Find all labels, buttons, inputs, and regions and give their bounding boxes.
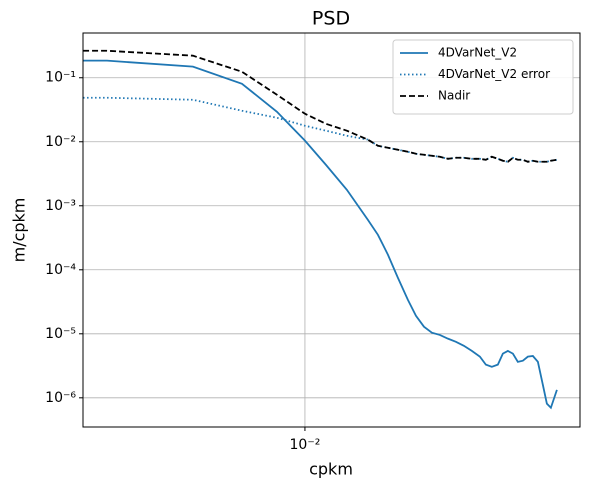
- plot-frame: [82, 32, 581, 428]
- y-axis-label: m/cpkm: [10, 198, 29, 263]
- y-tick-label: 10⁻³: [45, 198, 76, 214]
- y-tick-label: 10⁻⁵: [45, 326, 76, 342]
- legend-label: 4DVarNet_V2: [438, 46, 517, 60]
- x-axis-label: cpkm: [309, 460, 353, 479]
- y-tick-label: 10⁻⁶: [45, 390, 76, 406]
- x-tick-label: 10⁻²: [290, 437, 321, 453]
- y-tick-label: 10⁻²: [45, 134, 76, 150]
- y-tick-label: 10⁻¹: [45, 70, 76, 86]
- series-line: [83, 49, 558, 163]
- y-tick-label: 10⁻⁴: [45, 262, 76, 278]
- chart-title: PSD: [312, 8, 350, 30]
- legend-label: 4DVarNet_V2 error: [438, 67, 550, 81]
- legend-label: Nadir: [438, 89, 470, 103]
- legend-box: [392, 39, 574, 115]
- series-line: [83, 59, 558, 410]
